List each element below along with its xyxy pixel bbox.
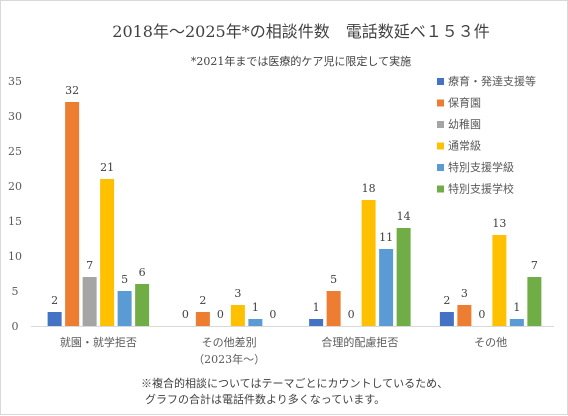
bar <box>195 312 210 326</box>
bar-value-label: 0 <box>217 308 224 321</box>
bar-value-label: 2 <box>51 294 58 307</box>
bar <box>230 305 245 326</box>
footnote-line-1: ※複合的相談についてはテーマごとにカウントしているため、 <box>141 376 448 390</box>
category-label: その他 <box>474 336 507 349</box>
bar <box>457 305 472 326</box>
bar <box>396 228 411 326</box>
legend-label: 保育園 <box>448 96 481 110</box>
bar-value-label: 1 <box>252 301 259 314</box>
bar-value-label: 2 <box>443 294 450 307</box>
bar-value-label: 0 <box>269 308 276 321</box>
bar-value-label: 18 <box>362 182 376 195</box>
bar <box>439 312 454 326</box>
bar-value-label: 3 <box>234 287 241 300</box>
bar <box>509 319 524 326</box>
bar <box>47 312 62 326</box>
bar-value-label: 2 <box>199 294 206 307</box>
bar-value-label: 7 <box>531 259 538 272</box>
bar-value-label: 0 <box>478 308 485 321</box>
x-axis: 就園・就学拒否 その他差別 （2023年～） 合理的配慮拒否 その他 <box>60 335 507 366</box>
category-label: 合理的配慮拒否 <box>321 335 398 349</box>
legend-label: 幼稚園 <box>448 118 481 131</box>
chart-title: 2018年～2025年*の相談件数 電話数延べ１５３件 <box>112 22 489 41</box>
bar-value-label: 6 <box>139 266 146 279</box>
bar <box>100 179 115 326</box>
legend-swatch <box>437 121 444 128</box>
bar <box>248 319 263 326</box>
bar <box>379 249 394 326</box>
bar <box>492 235 507 326</box>
bar-value-label: 0 <box>182 308 189 321</box>
category-label: 就園・就学拒否 <box>60 335 137 349</box>
y-tick-label: 25 <box>8 145 22 158</box>
bar-value-label: 13 <box>492 217 506 230</box>
bar-value-label: 5 <box>330 273 337 286</box>
bar <box>135 284 150 326</box>
bar-value-label: 14 <box>397 210 411 223</box>
y-tick-label: 10 <box>8 250 22 263</box>
legend-label: 通常級 <box>448 140 481 153</box>
bar <box>117 291 132 326</box>
bar-value-label: 1 <box>313 301 320 314</box>
bar <box>65 102 80 326</box>
y-tick-label: 20 <box>8 180 22 193</box>
y-tick-label: 30 <box>8 110 22 123</box>
bar <box>361 200 376 326</box>
bar-value-label: 11 <box>379 231 393 244</box>
legend-swatch <box>437 185 444 193</box>
y-tick-label: 5 <box>12 285 19 298</box>
chart-subtitle: *2021年までは医療的ケア児に限定して実施 <box>191 54 411 68</box>
bar <box>309 319 324 326</box>
bar-value-label: 0 <box>348 308 355 321</box>
legend-label: 療育・発達支援等 <box>448 74 536 88</box>
category-label: その他差別 <box>202 335 257 349</box>
legend-label: 特別支援学級 <box>448 160 514 174</box>
legend-swatch <box>437 99 444 107</box>
bar <box>82 277 97 326</box>
bar-value-label: 7 <box>86 259 93 272</box>
bar-value-label: 1 <box>513 301 520 314</box>
category-label-line-2: （2023年～） <box>193 352 265 366</box>
y-tick-label: 15 <box>8 215 22 228</box>
bar <box>326 291 341 326</box>
y-tick-label: 0 <box>12 320 19 333</box>
bars <box>47 102 542 326</box>
legend-swatch <box>437 78 444 85</box>
legend-label: 特別支援学校 <box>448 182 514 196</box>
bar-value-label: 21 <box>100 161 114 174</box>
footnote-line-2: グラフの合計は電話件数より多くなっています。 <box>145 392 385 406</box>
y-tick-label: 35 <box>8 75 22 88</box>
bar-value-label: 3 <box>461 287 468 300</box>
legend-swatch <box>437 142 444 150</box>
legend-swatch <box>437 164 444 171</box>
bar <box>527 277 542 326</box>
bar-value-label: 32 <box>65 84 79 97</box>
bar-value-label: 5 <box>121 273 128 286</box>
